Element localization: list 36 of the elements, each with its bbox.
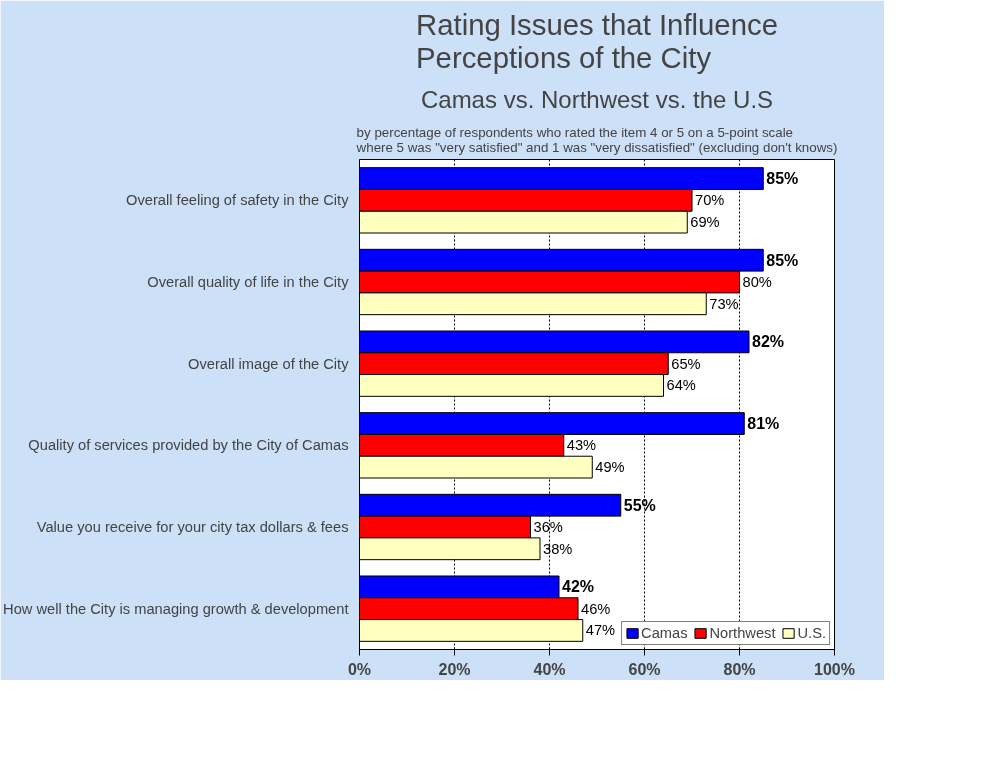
- x-tick-label: 80%: [723, 660, 756, 678]
- data-label: 46%: [581, 600, 611, 617]
- x-tick-label: 20%: [438, 660, 471, 678]
- data-label: 69%: [690, 214, 720, 231]
- x-tick-label: 60%: [628, 660, 661, 678]
- data-label: 85%: [766, 251, 799, 269]
- chart-title: Rating Issues that Influence Perceptions of the City: [416, 7, 778, 74]
- y-tick-label: Overall image of the City: [188, 355, 350, 372]
- y-tick-label: Overall quality of life in the City: [147, 274, 350, 290]
- data-label: 42%: [562, 578, 595, 596]
- y-tick-label: Overall feeling of safety in the City: [126, 192, 350, 209]
- data-label: 80%: [742, 274, 772, 290]
- data-label: 70%: [695, 192, 725, 209]
- text: by percentage of respondents who rated the item 4 or 5 on a 5-point scale where 5 was "very satisfied" and 1 was "very dissatisfied" (excluding don't knows): [355, 124, 838, 155]
- data-label: 85%: [766, 170, 799, 188]
- data-label: 55%: [623, 496, 656, 514]
- x-tick-label: 0%: [347, 660, 372, 678]
- data-label: 81%: [747, 415, 780, 433]
- data-label: 65%: [671, 355, 701, 372]
- x-tick-label: 40%: [533, 660, 566, 678]
- y-tick-label: Value you receive for your city tax dollars & fees: [36, 519, 349, 535]
- chart-subtitle: Camas vs. Northwest vs. the U.S: [420, 85, 774, 113]
- y-tick-label: How well the City is managing growth & development: [3, 600, 349, 617]
- data-label: 82%: [752, 333, 785, 351]
- legend-label: U.S.: [797, 625, 826, 641]
- legend-label: Camas: [641, 625, 688, 641]
- data-label: 64%: [666, 377, 696, 394]
- data-label: 36%: [533, 519, 563, 535]
- data-label: 38%: [543, 540, 573, 557]
- data-label: 73%: [709, 295, 739, 312]
- y-tick-label: Quality of services provided by the City of Camas: [28, 437, 349, 454]
- legend-label: Northwest: [709, 625, 776, 641]
- x-tick-label: 100%: [814, 660, 855, 678]
- data-label: 43%: [566, 437, 597, 454]
- data-label: 47%: [585, 622, 616, 639]
- data-label: 49%: [595, 459, 625, 476]
